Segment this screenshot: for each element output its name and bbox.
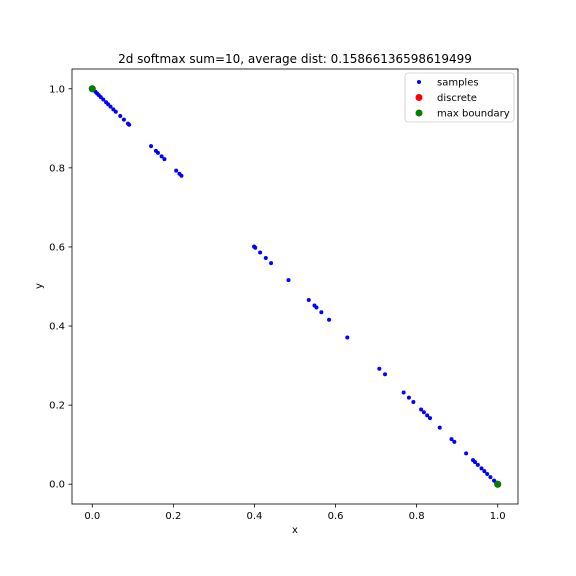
samples-point: [113, 109, 118, 114]
samples-point: [401, 390, 406, 395]
samples-point: [452, 439, 457, 444]
samples-point: [118, 114, 123, 119]
samples-point: [306, 297, 311, 302]
x-tick-label: 0.2: [165, 511, 181, 522]
samples-point: [345, 335, 350, 340]
samples-point: [419, 407, 424, 412]
max-boundary-point: [88, 85, 96, 93]
samples-point: [383, 372, 388, 377]
x-tick-label: 0.8: [409, 511, 425, 522]
legend-marker-max-boundary: [415, 109, 423, 117]
samples-point: [127, 122, 132, 127]
samples-point: [319, 310, 324, 315]
samples-point: [159, 154, 164, 159]
samples-point: [263, 256, 268, 261]
legend-label: discrete: [437, 93, 477, 104]
samples-point: [314, 305, 319, 310]
x-tick-label: 0.4: [247, 511, 263, 522]
samples-point: [253, 245, 258, 250]
samples-point: [162, 157, 167, 162]
samples-point: [488, 475, 493, 480]
samples-point: [149, 144, 154, 149]
legend-marker-discrete: [415, 94, 423, 101]
samples-point: [475, 462, 480, 467]
samples-point: [406, 395, 411, 400]
samples-point: [377, 366, 382, 371]
axis-ticks: 0.0 0.2 0.4 0.6 0.8 1.0 0.0 0.2 0.4 0.6 0.8 1.0: [49, 84, 506, 522]
samples-point: [286, 278, 291, 283]
samples-point: [473, 460, 478, 465]
plot-frame: [71, 68, 519, 505]
x-tick-label: 0.0: [84, 511, 100, 522]
samples-point: [327, 317, 332, 322]
legend-label: max boundary: [437, 109, 510, 120]
samples-point: [269, 261, 274, 266]
samples-point: [482, 469, 487, 474]
samples-point: [179, 173, 184, 178]
y-tick-label: 0.8: [49, 163, 65, 174]
samples-point: [479, 466, 484, 471]
samples-point: [411, 399, 416, 404]
chart-title: 2d softmax sum=10, average dist: 0.15866…: [118, 52, 472, 66]
samples-point: [464, 451, 469, 456]
samples-point: [155, 150, 160, 155]
samples-point: [421, 410, 426, 415]
y-axis-label: y: [34, 283, 45, 289]
x-tick-label: 0.6: [328, 511, 344, 522]
y-tick-label: 0.6: [49, 242, 65, 253]
samples-point: [174, 168, 179, 173]
data-points: [88, 85, 502, 488]
legend-box: [404, 72, 515, 123]
samples-point: [108, 104, 113, 109]
y-tick-label: 1.0: [49, 84, 65, 95]
y-tick-label: 0.0: [49, 480, 65, 491]
samples-point: [428, 416, 433, 421]
legend-label: samples: [437, 78, 479, 89]
samples-point: [449, 437, 454, 442]
legend-marker-samples: [417, 80, 421, 84]
samples-point: [437, 425, 442, 430]
legend: samples discrete max boundary: [404, 72, 515, 123]
samples-point: [258, 250, 263, 255]
y-tick-label: 0.2: [49, 401, 65, 412]
samples-point: [425, 413, 430, 418]
samples-point: [485, 471, 490, 476]
x-tick-label: 1.0: [490, 511, 506, 522]
samples-point: [121, 117, 126, 122]
x-axis-label: x: [292, 525, 298, 536]
max-boundary-point: [494, 480, 502, 488]
y-tick-label: 0.4: [49, 322, 65, 333]
samples-point: [101, 97, 106, 102]
